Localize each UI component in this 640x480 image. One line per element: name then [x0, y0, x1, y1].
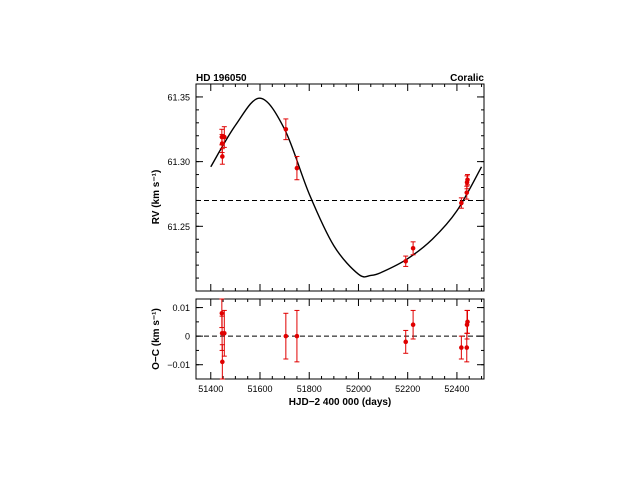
x-tick-label: 51800 [297, 384, 322, 394]
x-tick-label: 52400 [444, 384, 469, 394]
residuals-panel: −0.01 0 0.01 51400 51600 51800 52000 52200 52400… [151, 298, 485, 408]
rv-point-marker [220, 154, 225, 159]
rv-y-tick-label: 61.25 [167, 222, 190, 232]
x-tick-label: 52200 [395, 384, 420, 394]
instrument-label: Coralic [450, 73, 484, 84]
rv-point-marker [410, 246, 416, 251]
rv-point-marker [464, 190, 470, 195]
residual-point-marker [465, 319, 470, 325]
x-tick-label: 51400 [198, 384, 223, 394]
x-tick-label: 52000 [346, 384, 371, 394]
residuals-panel-frame [195, 298, 485, 380]
rv-point-marker [283, 126, 289, 132]
residual-point-marker [459, 345, 464, 350]
rv-point-marker [219, 141, 225, 146]
rv-ylabel: RV (km s⁻¹) [151, 170, 162, 225]
rv-y-tick-label: 61.30 [167, 157, 190, 167]
rv-data-points [219, 118, 471, 267]
oc-y-tick-label: 0 [185, 332, 190, 342]
residual-point-marker [220, 359, 225, 365]
residual-point-marker [410, 322, 416, 328]
residual-point-marker [403, 339, 409, 345]
time-axis-xlabel: HJD−2 400 000 (days) [289, 397, 392, 408]
rv-panel-frame [195, 83, 485, 292]
rv-y-tick-label: 61.35 [167, 92, 190, 102]
oc-y-tick-label: −0.01 [167, 360, 190, 370]
rv-axis-ticks [196, 84, 484, 291]
residuals-tick-labels: −0.01 0 0.01 51400 51600 51800 52000 52200 52400 [167, 303, 469, 394]
star-name-label: HD 196050 [196, 73, 247, 84]
orbit-model-curve [210, 97, 483, 278]
residual-point-marker [283, 333, 289, 339]
residual-point-marker [219, 310, 225, 316]
residuals-axis-ticks [196, 299, 484, 379]
rv-point-marker [222, 134, 227, 140]
residual-data-points [219, 298, 471, 380]
rv-tick-labels: 61.25 61.30 61.35 [167, 92, 190, 231]
rv-point-marker [459, 200, 464, 206]
oc-y-tick-label: 0.01 [172, 303, 190, 313]
residuals-ylabel: O−C (km s⁻¹) [151, 308, 162, 370]
x-tick-label: 51600 [247, 384, 272, 394]
residual-point-marker [294, 333, 300, 339]
residual-point-marker [222, 330, 227, 336]
rv-point-marker [465, 177, 470, 183]
residual-point-marker [464, 345, 470, 350]
rv-point-marker [294, 165, 300, 171]
rv-panel: 61.25 61.30 61.35 RV (km s⁻¹) [151, 83, 485, 292]
rv-point-marker [403, 258, 409, 264]
